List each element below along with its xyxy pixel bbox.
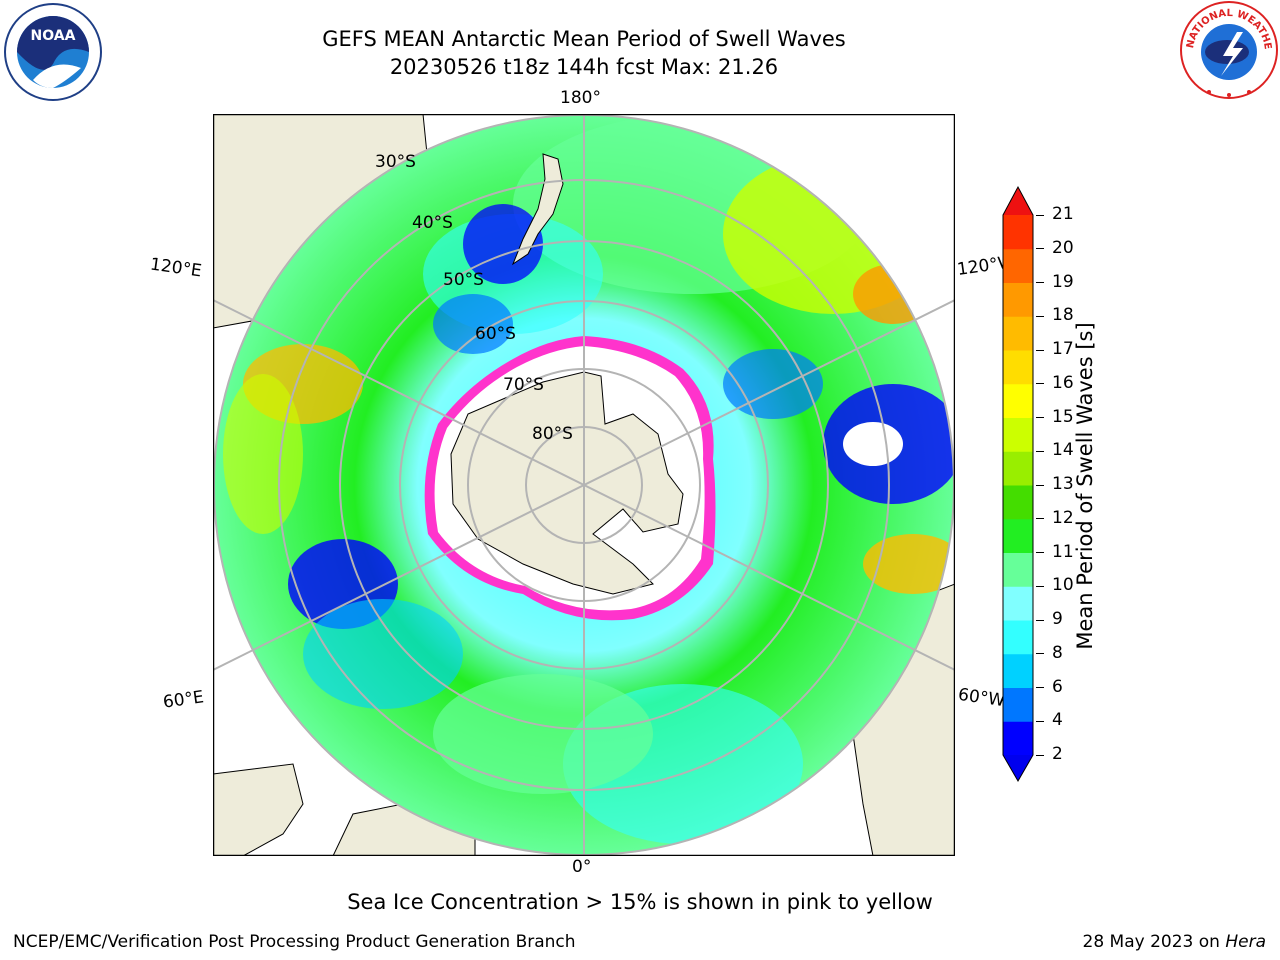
- colorbar-segment: [1003, 350, 1033, 385]
- colorbar-segment: [1003, 721, 1033, 756]
- noaa-logo: NOAA: [4, 3, 102, 101]
- colorbar-tick-label: 21: [1052, 204, 1074, 224]
- lat-label-30s: 30°S: [375, 152, 416, 172]
- colorbar-tick-mark: [1036, 653, 1044, 655]
- colorbar-segment: [1003, 383, 1033, 418]
- footer-date-text: 28 May 2023 on: [1082, 932, 1226, 952]
- colorbar-segment: [1003, 485, 1033, 520]
- colorbar-segment: [1003, 316, 1033, 351]
- colorbar-tick-label: 16: [1052, 372, 1074, 393]
- colorbar-tick-label: 6: [1052, 676, 1063, 697]
- colorbar-tick-label: 14: [1052, 440, 1074, 461]
- footer-host: Hera: [1225, 932, 1266, 952]
- footer-date: 28 May 2023 on Hera: [1083, 932, 1267, 952]
- colorbar-segment: [1003, 552, 1033, 587]
- lon-label-60e: 60°E: [161, 687, 206, 713]
- colorbar-segment: [1003, 687, 1033, 722]
- colorbar-tick-mark: [1036, 417, 1044, 418]
- lon-label-0: 0°: [572, 857, 592, 877]
- colorbar-tick-mark: [1036, 585, 1044, 587]
- chart-subtitle: 20230526 t18z 144h fcst Max: 21.26: [389, 55, 779, 79]
- colorbar-tick-label: 8: [1052, 642, 1063, 663]
- colorbar-label: Mean Period of Swell Waves [s]: [1073, 322, 1097, 650]
- colorbar-tick-mark: [1036, 248, 1044, 250]
- noaa-logo-text: NOAA: [31, 28, 76, 44]
- colorbar-tick-mark: [1036, 687, 1044, 688]
- lon-label-180: 180°: [560, 88, 601, 108]
- lat-label-70s: 70°S: [503, 375, 544, 395]
- colorbar-tick-mark: [1036, 754, 1044, 756]
- colorbar-tick-label: 18: [1052, 305, 1074, 326]
- colorbar-tick-mark: [1036, 383, 1044, 385]
- lat-label-40s: 40°S: [412, 213, 453, 233]
- colorbar-segment: [1003, 248, 1033, 283]
- colorbar-tick-mark: [1036, 450, 1044, 452]
- colorbar-tick-mark: [1036, 214, 1044, 216]
- colorbar-tick-label: 9: [1052, 609, 1063, 629]
- nws-logo: NATIONAL WEATHER SERVICE: [1179, 0, 1278, 99]
- colorbar-tick-mark: [1036, 518, 1044, 520]
- colorbar-tick-mark: [1036, 720, 1044, 722]
- colorbar-tick-mark: [1036, 552, 1044, 553]
- colorbar-tick-label: 17: [1052, 339, 1074, 359]
- colorbar-under-arrow: [1003, 755, 1033, 781]
- colorbar-tick-mark: [1036, 484, 1044, 486]
- colorbar-tick-mark: [1036, 349, 1044, 351]
- lat-label-80s: 80°S: [532, 424, 573, 444]
- colorbar-segment: [1003, 451, 1033, 486]
- colorbar-segment: [1003, 518, 1033, 553]
- colorbar-segment: [1003, 586, 1033, 621]
- colorbar-tick-label: 15: [1052, 406, 1074, 427]
- colorbar-tick-mark: [1036, 315, 1044, 317]
- colorbar-tick-label: 4: [1052, 710, 1063, 731]
- lat-label-50s: 50°S: [443, 270, 484, 290]
- colorbar-segment: [1003, 417, 1033, 452]
- colorbar-segment: [1003, 215, 1033, 250]
- lat-label-60s: 60°S: [475, 324, 516, 344]
- colorbar-tick-label: 19: [1052, 271, 1074, 292]
- chart-title: GEFS MEAN Antarctic Mean Period of Swell…: [322, 27, 846, 51]
- colorbar-tick-label: 10: [1052, 575, 1074, 596]
- colorbar-tick-mark: [1036, 282, 1044, 283]
- colorbar-segment: [1003, 620, 1033, 655]
- colorbar-tick-label: 12: [1052, 507, 1074, 528]
- colorbar-segment: [1003, 282, 1033, 317]
- colorbar-tick-mark: [1036, 619, 1044, 621]
- colorbar: [1002, 185, 1034, 783]
- footer-credit: NCEP/EMC/Verification Post Processing Pr…: [13, 932, 576, 952]
- colorbar-over-arrow: [1003, 187, 1033, 215]
- colorbar-segment: [1003, 653, 1033, 688]
- lon-label-60w: 60°W: [956, 684, 1007, 712]
- lon-label-120e: 120°E: [148, 254, 203, 282]
- colorbar-tick-label: 11: [1052, 541, 1074, 562]
- sea-ice-note: Sea Ice Concentration > 15% is shown in …: [347, 890, 933, 914]
- map-panel: [213, 114, 955, 856]
- colorbar-tick-label: 2: [1052, 744, 1063, 764]
- colorbar-tick-label: 13: [1052, 474, 1074, 494]
- colorbar-tick-label: 20: [1052, 237, 1074, 258]
